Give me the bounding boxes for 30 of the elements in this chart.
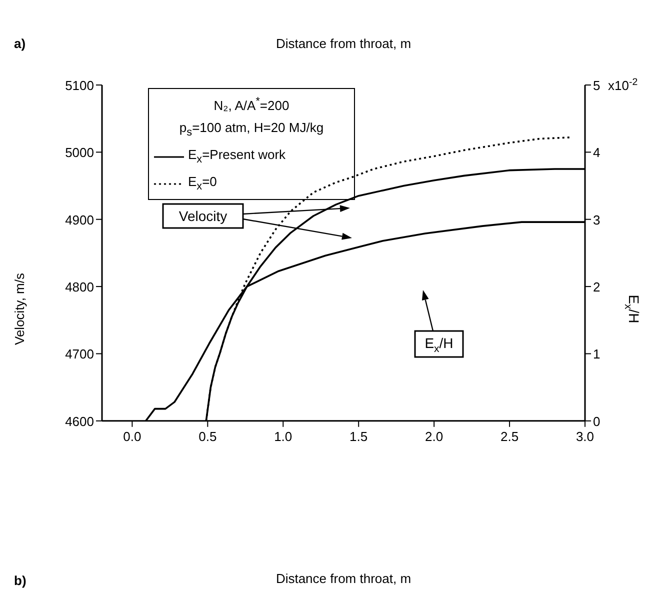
y-tick-label: 4800 <box>65 280 94 295</box>
text: a) <box>14 36 26 51</box>
x-tick-label: 3.0 <box>576 428 594 444</box>
y-tick-label: 4900 <box>65 212 94 228</box>
annotation: E$_{x}$/H <box>424 335 454 355</box>
y2-tick-label: 4 <box>593 145 600 160</box>
text: x10$^{-2}$ <box>608 77 638 93</box>
x-tick-label: 2.0 <box>425 428 444 444</box>
text: N₂, A/A$^{*}$=200 p$_{s}$=100 atm, H=20 MJ/kg <box>179 96 324 139</box>
y2-tick-label: 2 <box>593 280 600 295</box>
annotation: Velocity <box>178 208 228 224</box>
x-tick-label: 1.0 <box>274 428 292 444</box>
y-tick-label: 5100 <box>65 78 94 93</box>
text: b) <box>14 573 26 588</box>
legend-label: E$_{x}$=0 <box>188 172 217 194</box>
y-axis-title: Velocity, m/s <box>12 272 27 346</box>
y2-tick-label: 1 <box>593 346 600 362</box>
y-tick-label: 4600 <box>65 414 94 429</box>
y2-tick-label: 0 <box>593 414 600 429</box>
y2-tick-label: 3 <box>593 212 600 228</box>
text: Distance from throat, m <box>276 36 412 51</box>
y-tick-label: 4700 <box>65 346 94 362</box>
x-tick-label: 0.0 <box>123 428 142 444</box>
x-tick-label: 0.5 <box>198 428 217 444</box>
legend-label: E$_{x}$=Present work <box>188 146 286 168</box>
text: Distance from throat, m <box>276 571 412 586</box>
x-tick-label: 1.5 <box>350 428 368 444</box>
y2-tick-label: 5 <box>593 78 600 93</box>
x-tick-label: 2.5 <box>500 428 519 444</box>
y-tick-label: 5000 <box>65 145 94 160</box>
